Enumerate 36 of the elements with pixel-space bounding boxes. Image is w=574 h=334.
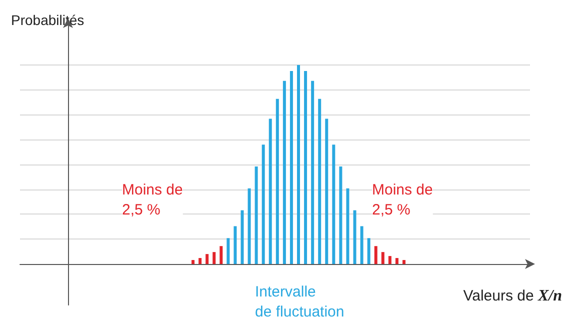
bar [262,144,265,264]
bar [318,98,322,264]
x-axis-title: Valeurs de X/n [463,288,562,304]
text: Probabilités [11,12,84,28]
bar [353,210,356,264]
bar [339,166,342,264]
bar [311,80,314,264]
bar [192,260,195,264]
bar [290,70,293,264]
bar [402,260,406,264]
bar [332,144,336,264]
bar [282,80,286,264]
bar [248,188,251,264]
bar [206,254,209,264]
bar [240,210,244,264]
bar [395,258,398,264]
bar [276,98,279,264]
bar [220,246,223,264]
bar [212,252,216,264]
bar [374,246,378,264]
bar [346,188,350,264]
text: Moins de 2,5 % [122,182,183,218]
bar [304,70,308,264]
bar [254,166,258,264]
bar [198,258,202,264]
bar [325,118,328,264]
bar [360,226,364,264]
text: Intervalle de fluctuation [255,284,344,320]
annotation: Moins de 2,5 % [372,182,433,218]
bar [388,256,392,264]
bar [297,64,300,264]
bar [268,118,272,264]
bar [226,238,230,264]
bar [367,238,370,264]
bar [381,252,384,264]
bar [234,226,237,264]
